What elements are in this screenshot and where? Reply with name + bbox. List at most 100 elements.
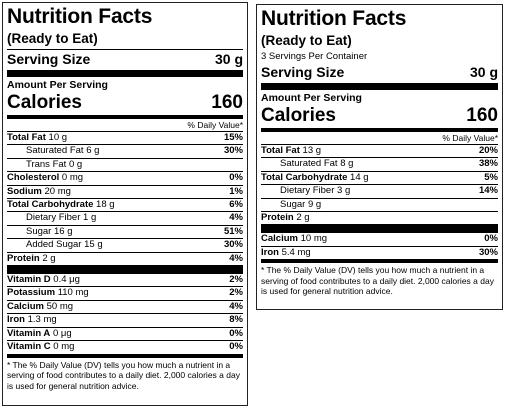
nutrient-dv: 4%: [229, 212, 243, 224]
serving-size-label: Serving Size: [7, 51, 91, 67]
vitamin-row: Vitamin C 0 mg 0%: [7, 341, 243, 358]
vitamin-row: Iron 5.4 mg 30%: [261, 246, 498, 264]
divider-thick: [261, 83, 498, 90]
nutrient-name: Total Carbohydrate: [7, 199, 94, 211]
panel-subtitle: (Ready to Eat): [261, 33, 352, 48]
daily-value-footnote: * The % Daily Value (DV) tells you how m…: [7, 359, 240, 391]
vitamin-dv: 8%: [229, 314, 243, 326]
nutrient-amount: 13 g: [302, 145, 322, 156]
nutrient-row: Protein 2 g 4%: [7, 253, 243, 265]
nutrient-row: Dietary Fiber 1 g 4%: [7, 212, 243, 226]
nutrient-row: Total Carbohydrate 18 g 6%: [7, 199, 243, 213]
vitamin-row: Calcium 50 mg 4%: [7, 300, 243, 315]
nutrient-amount: 16 g: [54, 225, 73, 237]
vitamin-name: Calcium: [7, 300, 44, 312]
servings-per-container: 3 Servings Per Container: [261, 51, 368, 62]
nutrient-dv: 51%: [223, 225, 243, 237]
nutrient-name: Sugar: [26, 225, 52, 237]
vitamin-dv: 30%: [478, 246, 498, 258]
nutrient-dv: 30%: [223, 145, 243, 157]
nutrition-facts-panel-right: Nutrition Facts (Ready to Eat) 3 Serving…: [256, 4, 503, 310]
vitamin-row: Iron 1.3 mg 8%: [7, 314, 243, 328]
nutrient-amount: 0 g: [68, 158, 83, 170]
vitamin-dv: 0%: [484, 233, 498, 245]
nutrient-row: Trans Fat 0 g: [7, 158, 243, 173]
nutrition-facts-panel-left: Nutrition Facts (Ready to Eat) Serving S…: [2, 2, 248, 406]
daily-value-header: % Daily Value*: [261, 133, 498, 145]
vitamin-name: Iron: [261, 246, 279, 258]
vitamin-amount: 0 mg: [53, 341, 75, 353]
vitamin-dv: 2%: [229, 287, 243, 299]
amount-per-serving: Amount Per Serving: [7, 79, 108, 91]
vitamin-amount: 0 μg: [52, 327, 72, 339]
nutrient-name: Cholesterol: [7, 172, 60, 184]
vitamin-name: Vitamin D: [7, 274, 51, 286]
vitamin-amount: 0.4 μg: [53, 274, 80, 286]
nutrient-dv: 6%: [229, 199, 243, 211]
nutrient-dv: 1%: [229, 185, 243, 197]
serving-size-label: Serving Size: [261, 64, 345, 80]
nutrient-dv: 4%: [229, 252, 243, 264]
vitamin-row: Calcium 10 mg 0%: [261, 233, 498, 247]
nutrient-amount: 20 mg: [44, 185, 71, 197]
nutrient-row: Dietary Fiber 3 g 14%: [261, 185, 498, 199]
serving-size-row: Serving Size 30 g: [7, 49, 243, 68]
nutrient-amount: 15 g: [84, 239, 103, 251]
vitamin-dv: 2%: [229, 274, 243, 286]
calories-row: Calories 160: [7, 92, 243, 114]
nutrient-name: Saturated Fat: [26, 145, 84, 157]
amount-per-serving: Amount Per Serving: [261, 92, 362, 104]
nutrient-row: Total Carbohydrate 14 g 5%: [261, 171, 498, 186]
nutrient-amount: 1 g: [83, 212, 97, 224]
nutrient-row: Cholesterol 0 mg 0%: [7, 172, 243, 186]
nutrient-name: Protein: [7, 252, 40, 264]
nutrient-name: Total Fat: [261, 145, 300, 156]
daily-value-header: % Daily Value*: [7, 120, 243, 132]
nutrient-dv: 20%: [478, 145, 498, 156]
nutrient-dv: 38%: [478, 158, 498, 170]
nutrient-row: Added Sugar 15 g 30%: [7, 239, 243, 253]
nutrient-row: Sugar 9 g: [261, 198, 498, 213]
nutrient-amount: 2 g: [296, 212, 310, 224]
nutrient-amount: 8 g: [340, 158, 354, 170]
panel-title: Nutrition Facts: [7, 5, 153, 28]
vitamin-amount: 5.4 mg: [281, 246, 311, 258]
nutrient-name: Saturated Fat: [280, 158, 338, 170]
vitamin-amount: 10 mg: [300, 233, 328, 245]
nutrient-name: Sodium: [7, 185, 42, 197]
divider-heavy: [261, 224, 498, 234]
calories-label: Calories: [7, 92, 82, 113]
vitamin-amount: 50 mg: [46, 300, 74, 312]
vitamin-name: Potassium: [7, 287, 56, 299]
nutrient-dv: 14%: [478, 185, 498, 197]
nutrient-name: Total Fat: [7, 132, 46, 143]
nutrient-amount: 0 mg: [61, 172, 84, 184]
panel-title: Nutrition Facts: [261, 7, 407, 30]
nutrient-amount: 6 g: [86, 145, 100, 157]
divider-medium: [7, 115, 243, 119]
nutrient-name: Added Sugar: [26, 239, 82, 251]
vitamin-row: Potassium 110 mg 2%: [7, 287, 243, 301]
calories-row: Calories 160: [261, 105, 498, 127]
nutrient-dv: 0%: [229, 172, 243, 184]
vitamin-dv: 0%: [229, 341, 243, 353]
nutrient-dv: 15%: [223, 132, 243, 143]
nutrient-amount: 9 g: [308, 198, 322, 210]
nutrient-row: Sodium 20 mg 1%: [7, 185, 243, 200]
calories-value: 160: [466, 105, 498, 126]
nutrient-amount: 3 g: [337, 185, 351, 197]
nutrient-name: Dietary Fiber: [26, 212, 81, 224]
nutrient-name: Dietary Fiber: [280, 185, 335, 197]
nutrient-row: Total Fat 10 g 15%: [7, 132, 243, 146]
nutrient-name: Trans Fat: [26, 158, 67, 170]
nutrient-row: Saturated Fat 6 g 30%: [7, 145, 243, 159]
nutrient-row: Protein 2 g: [261, 212, 498, 224]
vitamin-row: Vitamin D 0.4 μg 2%: [7, 274, 243, 288]
vitamin-dv: 0%: [229, 327, 243, 339]
nutrient-row: Saturated Fat 8 g 38%: [261, 158, 498, 172]
serving-size-value: 30 g: [469, 64, 498, 80]
nutrient-amount: 14 g: [350, 171, 369, 183]
daily-value-footnote: * The % Daily Value (DV) tells you how m…: [261, 265, 494, 297]
vitamin-dv: 4%: [229, 300, 243, 312]
calories-value: 160: [211, 92, 243, 113]
